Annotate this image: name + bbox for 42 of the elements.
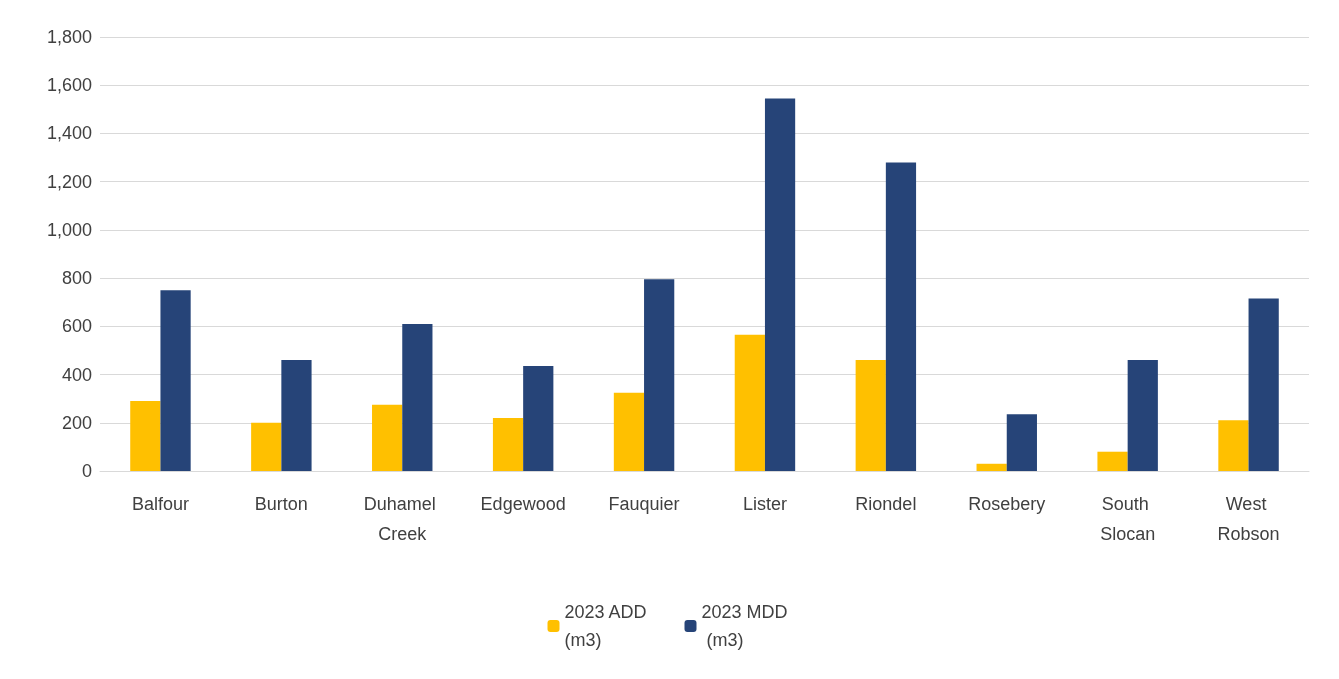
bar: [523, 366, 554, 471]
y-tick-label: 1,800: [46, 27, 92, 47]
x-tick-label: Edgewood: [480, 494, 566, 514]
x-tick-label: Balfour: [131, 494, 189, 514]
bar: [492, 417, 524, 471]
x-tick-label: Duhamel Creek: [363, 494, 441, 544]
bar: [1127, 360, 1158, 471]
bar: [885, 162, 917, 471]
x-tick-label: West Robson: [1217, 494, 1280, 544]
y-tick-label: 600: [61, 316, 92, 337]
bar: [734, 334, 765, 471]
y-tick-label: 800: [61, 268, 92, 289]
y-tick-label: 0: [81, 461, 92, 481]
bar: [976, 463, 1007, 471]
bar: [160, 290, 191, 471]
bar: [1097, 451, 1128, 471]
y-tick-label: 1,000: [46, 219, 92, 240]
legend-label: 2023 ADD (m3): [564, 602, 652, 650]
bar: [644, 279, 675, 471]
x-tick-label: South Slocan: [1100, 494, 1156, 544]
bar: [855, 360, 886, 471]
x-tick-label: Fauquier: [608, 494, 680, 514]
y-tick-label: 400: [61, 364, 92, 385]
bar: [1218, 420, 1249, 471]
bar: [1248, 298, 1279, 471]
bar: [1006, 414, 1037, 471]
y-tick-label: 1,200: [46, 171, 92, 192]
x-tick-label: Riondel: [855, 494, 917, 514]
bar: [130, 401, 161, 471]
x-tick-label: Rosebery: [968, 494, 1046, 514]
bar: [764, 98, 796, 471]
legend-label: 2023 MDD (m3): [701, 602, 788, 650]
y-tick-label: 200: [61, 412, 92, 433]
bar: [402, 323, 433, 471]
bar: [251, 422, 282, 471]
y-tick-label: 1,400: [46, 123, 92, 144]
bar: [372, 404, 403, 471]
x-tick-label: Lister: [742, 494, 787, 514]
bar: [613, 392, 645, 471]
x-tick-label: Burton: [254, 494, 308, 514]
bar: [281, 360, 312, 471]
y-tick-label: 1,600: [46, 75, 92, 96]
